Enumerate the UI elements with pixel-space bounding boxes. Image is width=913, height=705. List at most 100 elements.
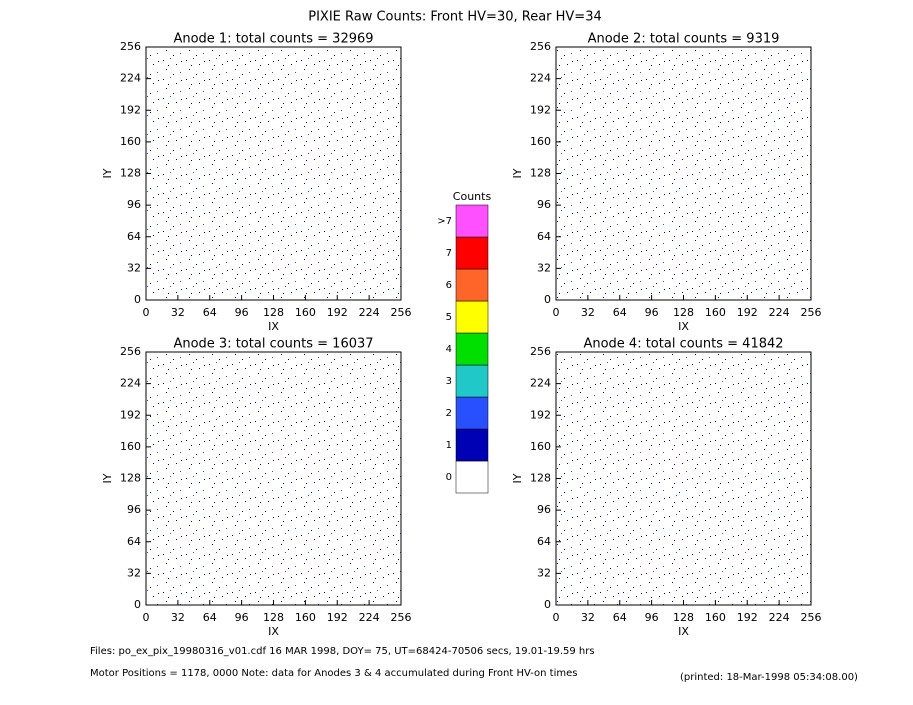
x-tick-label: 0: [553, 611, 560, 624]
x-tick-label: 128: [673, 306, 694, 319]
x-tick-label: 160: [295, 611, 316, 624]
colorbar-cell: [455, 396, 489, 430]
colorbar-label: 0: [446, 472, 452, 483]
x-tick-label: 160: [295, 306, 316, 319]
y-tick-label: 160: [530, 135, 551, 148]
y-tick-label: 0: [134, 293, 141, 306]
y-tick-label: 224: [120, 72, 141, 85]
panel-title: Anode 4: total counts = 41842: [583, 337, 783, 352]
y-tick-label: 0: [544, 293, 551, 306]
x-tick-label: 224: [359, 611, 380, 624]
x-axis-label: IX: [268, 320, 279, 333]
x-axis-label: IX: [678, 320, 689, 333]
y-tick-label: 128: [120, 472, 141, 485]
y-tick-label: 64: [537, 535, 551, 548]
y-tick-label: 32: [537, 566, 551, 579]
y-tick-label: 224: [120, 377, 141, 390]
x-tick-label: 0: [143, 611, 150, 624]
colorbar-label: >7: [437, 216, 452, 227]
y-tick-label: 64: [127, 535, 141, 548]
plot-area: [145, 351, 402, 606]
y-tick-label: 192: [120, 103, 141, 116]
x-tick-label: 64: [203, 611, 217, 624]
y-tick-label: 256: [120, 40, 141, 53]
panel-title: Anode 3: total counts = 16037: [173, 337, 373, 352]
y-tick-label: 128: [120, 167, 141, 180]
x-tick-label: 224: [359, 306, 380, 319]
y-tick-label: 96: [127, 198, 141, 211]
x-tick-label: 128: [673, 611, 694, 624]
y-tick-label: 192: [120, 408, 141, 421]
x-tick-label: 64: [613, 306, 627, 319]
y-tick-label: 128: [530, 472, 551, 485]
x-tick-label: 32: [581, 306, 595, 319]
y-tick-label: 96: [537, 503, 551, 516]
x-tick-label: 192: [327, 611, 348, 624]
y-tick-label: 256: [120, 345, 141, 358]
x-tick-label: 32: [171, 611, 185, 624]
x-tick-label: 192: [737, 306, 758, 319]
colorbar-label: 3: [446, 376, 452, 387]
colorbar-cell: [455, 300, 489, 334]
x-axis-label: IX: [268, 625, 279, 638]
x-axis-label: IX: [678, 625, 689, 638]
y-tick-label: 224: [530, 377, 551, 390]
colorbar-cell: [455, 364, 489, 398]
colorbar-label: 4: [446, 344, 452, 355]
x-tick-label: 0: [143, 306, 150, 319]
y-tick-label: 160: [120, 135, 141, 148]
y-tick-label: 96: [537, 198, 551, 211]
footer-motor: Motor Positions = 1178, 0000 Note: data …: [90, 668, 577, 679]
plot-area: [555, 351, 812, 606]
y-tick-label: 160: [530, 440, 551, 453]
x-tick-label: 256: [801, 611, 822, 624]
y-axis-label: IY: [511, 473, 524, 483]
colorbar-label: 2: [446, 408, 452, 419]
y-tick-label: 160: [120, 440, 141, 453]
footer-files: Files: po_ex_pix_19980316_v01.cdf 16 MAR…: [90, 646, 595, 657]
colorbar-cell: [455, 236, 489, 270]
x-tick-label: 224: [769, 306, 790, 319]
x-tick-label: 64: [203, 306, 217, 319]
x-tick-label: 32: [171, 306, 185, 319]
y-tick-label: 32: [127, 261, 141, 274]
colorbar-label: 5: [446, 312, 452, 323]
x-tick-label: 160: [705, 306, 726, 319]
colorbar-label: 6: [446, 280, 452, 291]
colorbar-cell: [455, 268, 489, 302]
y-tick-label: 192: [530, 103, 551, 116]
x-tick-label: 128: [263, 306, 284, 319]
y-tick-label: 96: [127, 503, 141, 516]
x-tick-label: 32: [581, 611, 595, 624]
x-tick-label: 0: [553, 306, 560, 319]
colorbar-title: Counts: [453, 190, 492, 203]
colorbar-label: 1: [446, 440, 452, 451]
panel-title: Anode 1: total counts = 32969: [173, 32, 373, 47]
y-tick-label: 224: [530, 72, 551, 85]
y-tick-label: 256: [530, 345, 551, 358]
x-tick-label: 96: [235, 306, 249, 319]
panel-title: Anode 2: total counts = 9319: [588, 32, 780, 47]
colorbar-label: 7: [446, 248, 452, 259]
x-tick-label: 256: [391, 611, 412, 624]
y-tick-label: 256: [530, 40, 551, 53]
y-tick-label: 0: [544, 598, 551, 611]
y-axis-label: IY: [101, 168, 114, 178]
y-axis-label: IY: [101, 473, 114, 483]
x-tick-label: 224: [769, 611, 790, 624]
x-tick-label: 192: [327, 306, 348, 319]
footer-printed: (printed: 18-Mar-1998 05:34:08.00): [680, 672, 858, 683]
y-tick-label: 32: [537, 261, 551, 274]
x-tick-label: 192: [737, 611, 758, 624]
plot-area: [145, 46, 402, 301]
y-axis-label: IY: [511, 168, 524, 178]
colorbar-cell: [455, 460, 489, 494]
x-tick-label: 256: [391, 306, 412, 319]
y-tick-label: 128: [530, 167, 551, 180]
y-tick-label: 0: [134, 598, 141, 611]
x-tick-label: 160: [705, 611, 726, 624]
colorbar-cell: [455, 332, 489, 366]
x-tick-label: 128: [263, 611, 284, 624]
x-tick-label: 96: [645, 611, 659, 624]
